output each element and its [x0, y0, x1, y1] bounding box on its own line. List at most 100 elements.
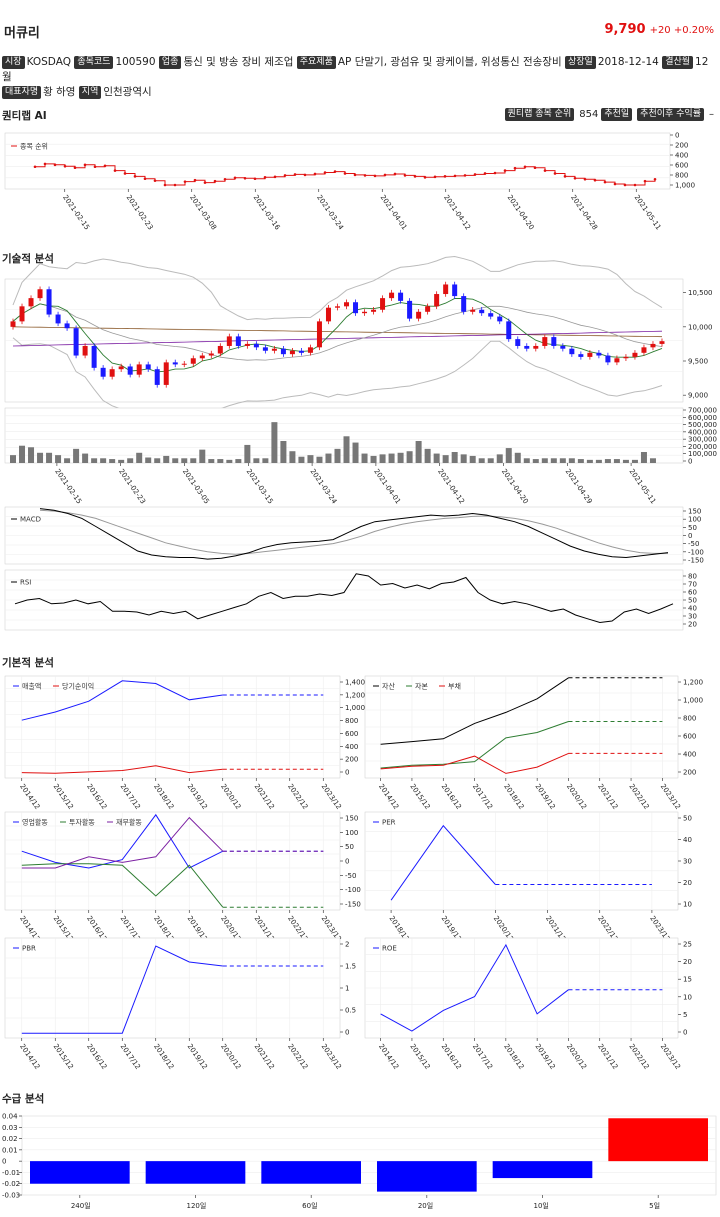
roe-chart-ytick-label: 5 [683, 1011, 687, 1019]
candle-body [650, 343, 656, 348]
candle-body [398, 292, 404, 301]
assets-chart-xtick-label: 2015/12 [408, 783, 431, 811]
supply-xtick-label: 20일 [418, 1201, 433, 1210]
candle-body [506, 321, 512, 340]
code-tag: 종목코드 [74, 56, 114, 69]
rank-value: 854 [579, 109, 599, 120]
volume-chart-xtick-label: 2021-04-01 [372, 468, 402, 506]
candle-body [109, 369, 115, 377]
sales-chart-ytick-label: 0 [345, 769, 349, 777]
sales-chart-legend-label: 매출액 [22, 682, 41, 691]
volume-chart-ytick-label: 300,000 [688, 436, 717, 444]
supply-xtick-label: 60일 [302, 1201, 317, 1210]
rank-point [133, 175, 137, 178]
rank-point [263, 176, 267, 179]
cashflow-series-line [21, 863, 224, 908]
supply-bar [608, 1118, 708, 1162]
candle-body [524, 345, 530, 349]
rank-point [573, 176, 577, 180]
volume-chart-xtick-label: 2021-03-05 [181, 468, 211, 506]
assets-chart-ytick-label: 1,200 [683, 679, 703, 687]
macd-chart-ytick-label: 100 [688, 516, 701, 524]
cashflow-chart-ytick-label: 150 [345, 815, 358, 823]
roe-chart-xtick-label: 2017/12 [471, 1043, 494, 1071]
rank-chart-xtick-label: 2021-03-16 [252, 194, 282, 232]
candle-body [533, 345, 539, 349]
rank-point [193, 178, 197, 182]
section-tech: 기술적 분석 [2, 253, 54, 265]
rank-point [323, 171, 327, 174]
supply-bar [377, 1161, 477, 1192]
supply-ytick-label: -0.01 [2, 1169, 20, 1177]
rank-point [103, 164, 107, 168]
rank-point [373, 174, 377, 178]
candle-body [163, 362, 169, 385]
volume-bar [181, 458, 188, 463]
ma-mid-line [12, 330, 663, 347]
rank-point [183, 180, 187, 183]
industry-value: 통신 및 방송 장비 제조업 [183, 56, 294, 68]
sales-chart-xtick-label: 2020/12 [219, 783, 242, 811]
sales-chart-xtick-label: 2021/12 [253, 783, 276, 811]
candle-body [226, 336, 232, 346]
volume-bar [379, 454, 386, 463]
candle-body [362, 311, 368, 314]
volume-bar [577, 459, 584, 463]
volume-bar [649, 458, 656, 463]
candle-body [298, 350, 304, 353]
cashflow-series-line [21, 816, 224, 869]
industry-tag: 업종 [158, 56, 182, 69]
rank-point [543, 169, 547, 172]
volume-bar [172, 458, 179, 463]
listing-tag: 상장일 [564, 56, 596, 69]
volume-bar [343, 436, 350, 463]
rank-point [383, 173, 387, 177]
cashflow-series-line [21, 813, 224, 869]
cashflow-chart-legend-label: 영업활동 [22, 818, 48, 827]
volume-bar [505, 448, 512, 463]
roe-chart-xtick-label: 2014/12 [377, 1043, 400, 1071]
supply-ytick-label: 0.02 [2, 1135, 18, 1143]
assets-series-line [380, 721, 569, 769]
rank-point [213, 179, 217, 183]
roe-chart-ytick-label: 0 [683, 1029, 687, 1037]
candle-body [172, 362, 178, 365]
code-value: 100590 [115, 56, 156, 68]
cashflow-chart-ytick-label: -100 [345, 886, 361, 894]
per-chart-ytick-label: 20 [683, 879, 692, 887]
pbr-series-line [21, 945, 223, 1034]
roe-chart-xtick-label: 2020/12 [565, 1043, 588, 1071]
supply-bar [261, 1161, 361, 1184]
rank-point [253, 177, 257, 181]
roe-chart-xtick-label: 2018/12 [502, 1043, 525, 1071]
assets-chart-xtick-label: 2018/12 [502, 783, 525, 811]
volume-bar [55, 455, 62, 463]
fiscal-value: 12월 [2, 56, 709, 83]
volume-bar [622, 459, 629, 463]
listing-value: 2018-12-14 [597, 56, 659, 68]
volume-bar [145, 457, 152, 463]
rank-point [423, 176, 427, 179]
supply-ytick-label: 0.01 [2, 1146, 18, 1154]
rank-point [353, 173, 357, 177]
rank-point [33, 165, 37, 169]
candle-body [289, 350, 295, 355]
volume-bar [550, 458, 557, 463]
rank-point [393, 172, 397, 176]
rank-chart-ytick-label: 0 [675, 132, 679, 140]
pbr-chart-ytick-label: 1.5 [345, 963, 356, 971]
rank-point [83, 163, 87, 167]
roe-series-line [380, 943, 569, 1032]
rank-point [503, 169, 507, 172]
volume-bar [433, 453, 440, 463]
cashflow-chart-ytick-label: 100 [345, 829, 358, 837]
rsi-chart-ytick-label: 30 [688, 613, 697, 621]
pbr-chart-xtick-label: 2017/12 [119, 1043, 142, 1071]
sales-chart-xtick-label: 2016/12 [85, 783, 108, 811]
volume-bar [307, 455, 314, 463]
volume-bar [208, 459, 215, 463]
candle-body [614, 358, 620, 363]
volume-bar [514, 452, 521, 463]
candle-body [389, 292, 395, 299]
cashflow-chart-ytick-label: 0 [345, 858, 349, 866]
